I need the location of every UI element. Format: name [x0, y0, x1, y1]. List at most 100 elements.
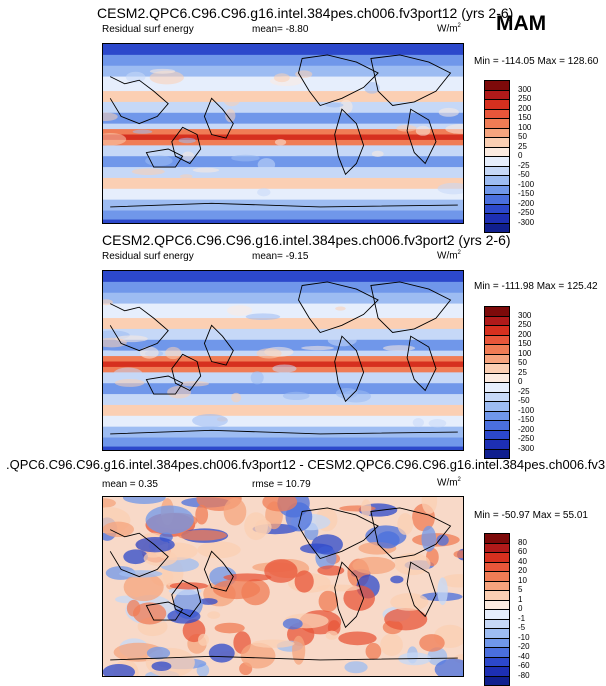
- field-patch: [179, 138, 196, 144]
- field-band: [103, 145, 464, 157]
- field-band: [103, 293, 464, 305]
- field-patch: [145, 155, 173, 166]
- field-patch: [419, 634, 445, 652]
- field-band: [103, 211, 464, 221]
- field-patch: [383, 345, 415, 351]
- field-patch: [413, 418, 424, 427]
- field-patch: [103, 522, 134, 537]
- field-patch: [227, 305, 252, 316]
- field-patch: [274, 73, 290, 82]
- panel1-title: CESM2.QPC6.C96.C96.g16.intel.384pes.ch00…: [97, 5, 513, 21]
- field-band: [103, 447, 464, 451]
- field-patch: [165, 347, 181, 359]
- colorbar-tick-label: -80: [518, 672, 530, 680]
- panel1-mean: mean= -8.80: [252, 24, 308, 35]
- field-patch: [198, 634, 209, 646]
- colorbar-tick-label: 20: [518, 567, 527, 575]
- field-patch: [336, 388, 358, 399]
- colorbar-tick-label: 10: [518, 577, 527, 585]
- field-patch: [197, 541, 240, 558]
- field-patch: [396, 125, 416, 132]
- colorbar-tick-label: 80: [518, 539, 527, 547]
- panel3-minmax: Min = -50.97 Max = 55.01: [474, 510, 588, 521]
- colorbar-tick-label: 250: [518, 321, 531, 329]
- field-patch: [384, 608, 427, 630]
- panel2-title: CESM2.QPC6.C96.C96.g16.intel.384pes.ch00…: [102, 232, 511, 248]
- field-patch: [193, 168, 219, 173]
- field-patch: [215, 623, 245, 634]
- field-patch: [257, 188, 270, 196]
- colorbar-tick-label: 0: [518, 605, 522, 613]
- colorbar-tick-label: 100: [518, 124, 531, 132]
- field-band: [103, 318, 464, 330]
- field-patch: [319, 591, 338, 613]
- field-patch: [133, 602, 166, 624]
- field-patch: [231, 155, 260, 162]
- colorbar-tick-label: 0: [518, 152, 522, 160]
- field-patch: [246, 313, 281, 320]
- field-patch: [283, 618, 303, 629]
- field-patch: [140, 347, 159, 359]
- colorbar-tick-label: -50: [518, 397, 530, 405]
- colorbar-tick-label: 250: [518, 95, 531, 103]
- panel1-map-field: [103, 44, 464, 224]
- field-band: [103, 220, 464, 224]
- field-patch: [366, 643, 382, 660]
- field-patch: [192, 414, 228, 427]
- colorbar-tick-label: -25: [518, 162, 530, 170]
- colorbar-tick-label: 300: [518, 86, 531, 94]
- field-patch: [352, 557, 395, 574]
- field-patch: [135, 537, 174, 552]
- colorbar-tick-label: -100: [518, 181, 534, 189]
- field-patch: [150, 69, 175, 74]
- colorbar-tick-label: -25: [518, 388, 530, 396]
- colorbar-tick-label: -300: [518, 219, 534, 227]
- field-band: [103, 91, 464, 103]
- field-patch: [326, 631, 338, 640]
- field-patch: [429, 419, 447, 428]
- colorbar-tick-label: 0: [518, 378, 522, 386]
- field-patch: [115, 379, 145, 387]
- colorbar-tick-label: -5: [518, 624, 525, 632]
- field-patch: [390, 593, 428, 611]
- field-patch: [272, 364, 296, 372]
- field-patch: [340, 100, 353, 114]
- field-patch: [416, 126, 431, 136]
- field-patch: [207, 611, 220, 619]
- field-band: [103, 189, 464, 201]
- field-patch: [231, 393, 241, 403]
- field-patch: [257, 348, 282, 358]
- field-band: [103, 372, 464, 384]
- field-patch: [283, 392, 310, 400]
- colorbar-tick-label: -10: [518, 634, 530, 642]
- field-patch: [372, 151, 384, 157]
- colorbar-tick-label: -60: [518, 662, 530, 670]
- field-band: [103, 405, 464, 417]
- field-patch: [264, 559, 297, 583]
- field-patch: [146, 505, 194, 534]
- field-patch: [144, 550, 178, 566]
- colorbar-tick-label: -300: [518, 445, 534, 453]
- field-patch: [251, 371, 264, 384]
- colorbar-tick-label: 25: [518, 369, 527, 377]
- panel3-title: .QPC6.C96.C96.g16.intel.384pes.ch006.fv3…: [6, 457, 606, 472]
- panel3-map-field: [103, 497, 464, 677]
- colorbar-tick-label: 40: [518, 558, 527, 566]
- field-patch: [317, 585, 360, 592]
- colorbar-tick-label: 150: [518, 340, 531, 348]
- panel1-map: [102, 43, 464, 224]
- field-patch: [180, 174, 193, 178]
- field-patch: [312, 534, 343, 554]
- colorbar-tick-label: -200: [518, 426, 534, 434]
- colorbar-tick-label: 50: [518, 133, 527, 141]
- field-patch: [380, 634, 403, 656]
- panel2-mean: mean= -9.15: [252, 251, 308, 262]
- panel2-map-field: [103, 271, 464, 451]
- panel3-rmse: rmse = 10.79: [252, 479, 311, 490]
- panel2-minmax: Min = -111.98 Max = 125.42: [474, 281, 598, 292]
- colorbar-tick-label: 150: [518, 114, 531, 122]
- field-patch: [394, 553, 431, 575]
- colorbar-tick-label: 1: [518, 596, 522, 604]
- field-patch: [390, 576, 403, 584]
- colorbar-tick-label: -250: [518, 435, 534, 443]
